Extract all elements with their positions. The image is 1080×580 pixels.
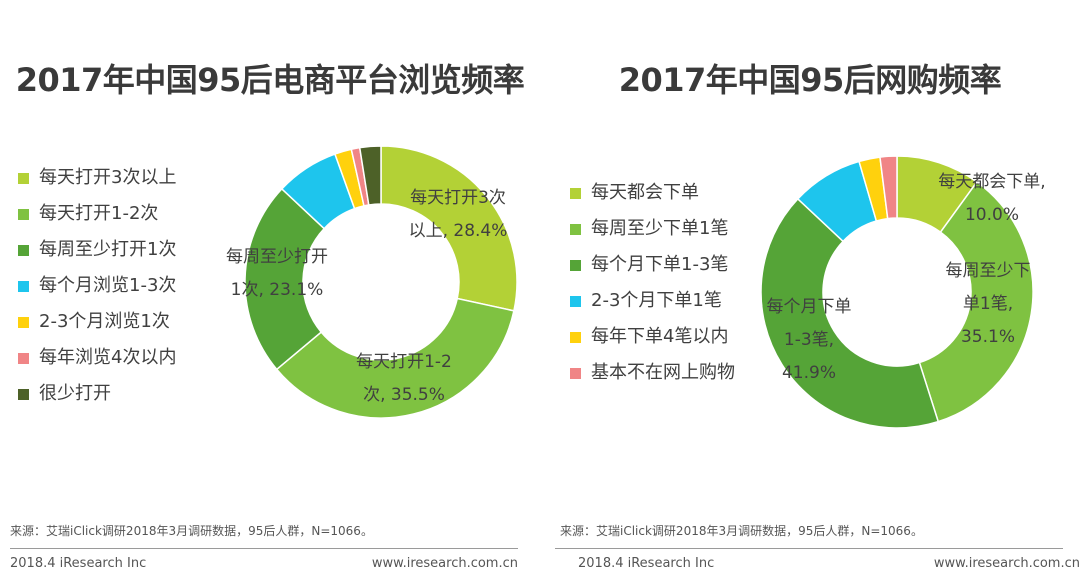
legend-item: 每年浏览4次以内 — [18, 340, 176, 376]
legend-item: 2-3个月下单1笔 — [570, 283, 735, 319]
website-link[interactable]: www.iresearch.com.cn — [371, 556, 518, 571]
legend-label: 每天都会下单 — [591, 182, 699, 203]
donut-chart: 每天都会下单, 10.0% 每周至少下单1笔, 35.1% 每个月下单 1-3笔, 41.9… — [760, 155, 1046, 429]
legend-item: 每天打开3次以上 — [18, 160, 176, 196]
copyright-text: 2018.4 iResearch Inc — [578, 556, 715, 571]
legend-label: 2-3个月下单1笔 — [591, 290, 722, 311]
legend-label: 每个月浏览1-3次 — [39, 275, 177, 296]
slice-data-label: 每天打开1-2 次, 35.5% — [356, 352, 452, 405]
legend-item: 每周至少下单1笔 — [570, 211, 735, 247]
donut-slice — [918, 180, 1034, 423]
legend-swatch — [18, 352, 29, 364]
legend-label: 每天打开1-2次 — [39, 203, 159, 224]
divider — [10, 548, 518, 549]
slice-data-label: 每天都会下单, 10.0% — [938, 172, 1045, 225]
legend-label: 每周至少下单1笔 — [591, 218, 729, 239]
chart-title: 2017年中国95后电商平台浏览频率 — [15, 61, 525, 99]
legend-swatch — [18, 244, 29, 256]
legend-swatch — [570, 367, 581, 379]
legend-label: 基本不在网上购物 — [591, 362, 735, 383]
legend: 每天打开3次以上 每天打开1-2次 每周至少打开1次 每个月浏览1-3次 2-3… — [18, 160, 176, 412]
slice-data-label: 每个月下单 1-3笔, 41.9% — [767, 297, 852, 383]
donut-slice — [760, 197, 940, 429]
legend-label: 每天打开3次以上 — [39, 167, 177, 188]
legend-label: 每个月下单1-3笔 — [591, 254, 729, 275]
legend-label: 2-3个月浏览1次 — [39, 311, 170, 332]
legend-item: 很少打开 — [18, 376, 176, 412]
source-note: 来源：艾瑞iClick调研2018年3月调研数据，95后人群，N=1066。 — [560, 524, 923, 538]
legend-swatch — [570, 223, 581, 235]
left-chart-panel: 2017年中国95后电商平台浏览频率 每天打开3次以上 每天打开1-2次 每周至… — [10, 61, 525, 571]
copyright-text: 2018.4 iResearch Inc — [10, 556, 147, 571]
legend-item: 每年下单4笔以内 — [570, 319, 735, 355]
legend-swatch — [18, 388, 29, 400]
donut-slice — [879, 155, 898, 220]
legend-label: 每年浏览4次以内 — [39, 347, 177, 368]
slice-data-label: 每周至少打开 1次, 23.1% — [226, 247, 328, 300]
legend-swatch — [570, 295, 581, 307]
divider — [555, 548, 1063, 549]
right-chart-panel: 2017年中国95后网购频率 每天都会下单 每周至少下单1笔 每个月下单1-3笔… — [540, 0, 1080, 580]
legend-swatch — [18, 316, 29, 328]
donut-slice — [275, 297, 515, 419]
legend-swatch — [18, 280, 29, 292]
legend-item: 基本不在网上购物 — [570, 355, 735, 391]
donut-slice — [358, 145, 382, 206]
legend-swatch — [570, 259, 581, 271]
legend-item: 每周至少打开1次 — [18, 232, 176, 268]
legend-swatch — [18, 208, 29, 220]
legend: 每天都会下单 每周至少下单1笔 每个月下单1-3笔 2-3个月下单1笔 每年下单… — [570, 175, 735, 391]
legend-label: 很少打开 — [39, 383, 111, 404]
legend-item: 2-3个月浏览1次 — [18, 304, 176, 340]
donut-chart: 每天打开3次以上, 28.4% 每天打开1-2 次, 35.5% 每周至少打开 1次, … — [226, 145, 518, 419]
website-link[interactable]: www.iresearch.com.cn — [933, 556, 1080, 571]
legend-swatch — [570, 187, 581, 199]
legend-item: 每天打开1-2次 — [18, 196, 176, 232]
chart-title: 2017年中国95后网购频率 — [618, 61, 1002, 99]
legend-swatch — [570, 331, 581, 343]
legend-swatch — [18, 172, 29, 184]
legend-label: 每年下单4笔以内 — [591, 326, 729, 347]
legend-item: 每个月下单1-3笔 — [570, 247, 735, 283]
slice-data-label: 每天打开3次以上, 28.4% — [409, 188, 508, 241]
donut-slice — [380, 145, 518, 312]
legend-item: 每天都会下单 — [570, 175, 735, 211]
slice-data-label: 每周至少下单1笔, 35.1% — [946, 261, 1031, 347]
source-note: 来源：艾瑞iClick调研2018年3月调研数据，95后人群，N=1066。 — [10, 524, 373, 538]
legend-label: 每周至少打开1次 — [39, 239, 177, 260]
donut-slice — [244, 187, 326, 371]
legend-item: 每个月浏览1-3次 — [18, 268, 176, 304]
